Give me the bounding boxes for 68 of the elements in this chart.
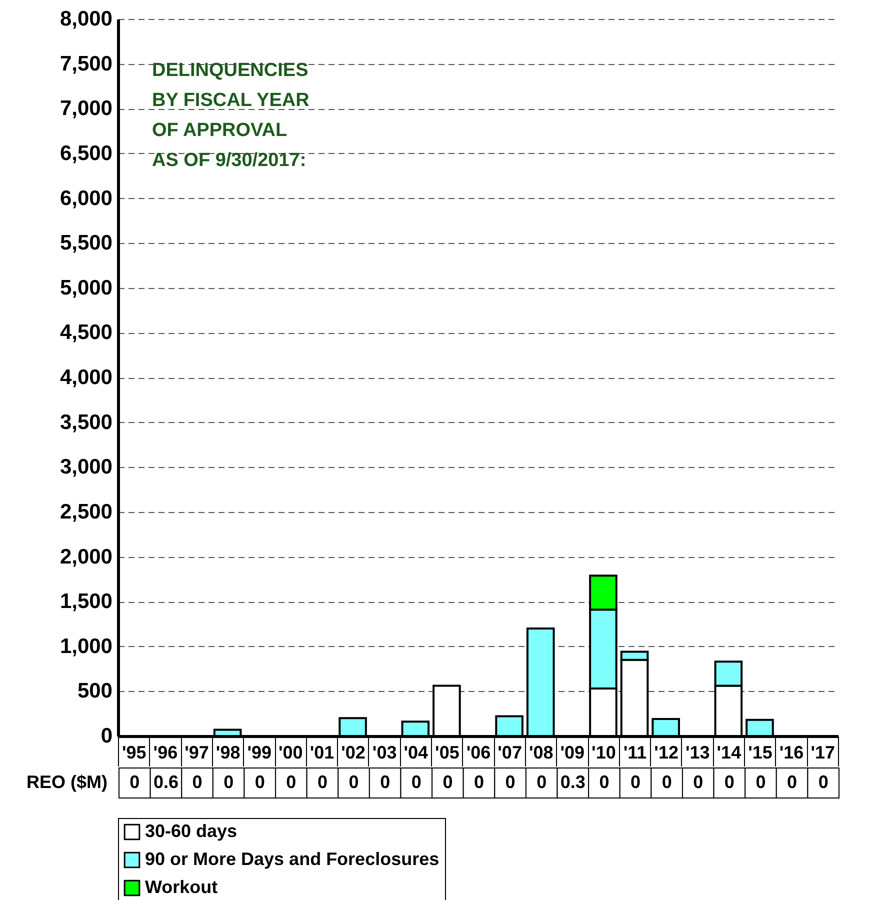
y-tick-label: 5,000 xyxy=(60,276,112,300)
y-tick-label: 1,000 xyxy=(60,634,112,658)
x-tick-label: '14 xyxy=(716,742,742,762)
data-label: 0 xyxy=(224,772,234,792)
x-tick-label: '00 xyxy=(278,742,303,762)
y-tick-label: 2,000 xyxy=(60,545,112,568)
x-tick-label: '98 xyxy=(216,742,240,762)
data-label: 0 xyxy=(536,772,547,792)
data-label: 0 xyxy=(474,772,484,792)
y-tick-label: 4,500 xyxy=(60,321,112,344)
data-label: 0 xyxy=(818,772,828,792)
y-tick-label: 6,500 xyxy=(60,142,112,165)
text: DELINQUENCIES BY FISCAL YEAR OF APPROVAL AS OF 9/30/2017: xyxy=(152,60,310,171)
data-label: 0 xyxy=(630,772,641,792)
legend-label: 90 or More Days and Foreclosures xyxy=(145,849,440,869)
x-tick-label: '97 xyxy=(184,742,209,762)
x-tick-label: '04 xyxy=(404,742,428,762)
data-label: 0 xyxy=(317,772,328,792)
data-label: 0 xyxy=(693,772,704,792)
data-label: 0 xyxy=(599,772,610,792)
data-label: 0 xyxy=(787,772,798,792)
x-tick-label: '99 xyxy=(247,742,272,762)
data-label: 0 xyxy=(348,772,359,792)
x-tick-label: '09 xyxy=(560,742,585,762)
data-label: 0 xyxy=(380,772,390,792)
data-label: 0 xyxy=(442,772,453,792)
x-tick-label: '03 xyxy=(372,742,397,762)
y-tick-label: 4,000 xyxy=(60,366,112,389)
data-label: 0 xyxy=(505,772,516,792)
data-label: 0 xyxy=(662,772,672,792)
legend-label: Workout xyxy=(145,877,218,897)
x-tick-label: '02 xyxy=(341,742,366,762)
x-tick-label: '16 xyxy=(779,742,804,762)
data-label: 0 xyxy=(756,772,766,792)
y-tick-label: 8,000 xyxy=(60,8,112,30)
data-label: 0 xyxy=(192,772,202,792)
x-tick-label: '01 xyxy=(310,742,334,762)
data-label: 0 xyxy=(724,772,734,792)
data-label: 0 xyxy=(130,772,140,792)
data-label: 0 xyxy=(254,772,265,792)
legend-label: REO ($M) xyxy=(26,772,108,792)
x-tick-label: '07 xyxy=(498,742,522,762)
x-tick-label: '06 xyxy=(466,742,491,762)
y-tick-label: 500 xyxy=(77,680,112,703)
y-tick-label: 7,500 xyxy=(60,52,112,76)
y-tick-label: 3,000 xyxy=(60,456,112,479)
x-tick-label: '17 xyxy=(810,742,836,762)
x-tick-label: '11 xyxy=(623,742,647,762)
x-tick-label: '10 xyxy=(592,742,616,762)
x-tick-label: '12 xyxy=(654,742,678,762)
data-label: 0 xyxy=(411,772,422,792)
legend-label: 30-60 days xyxy=(145,821,238,841)
y-tick-label: 2,500 xyxy=(60,500,112,524)
y-tick-label: 3,500 xyxy=(60,410,112,434)
x-tick-label: '95 xyxy=(122,742,146,762)
data-label: 0.3 xyxy=(560,772,586,792)
x-tick-label: '13 xyxy=(685,742,710,762)
y-tick-label: 7,000 xyxy=(60,97,112,120)
x-tick-label: '05 xyxy=(435,742,460,762)
x-tick-label: '15 xyxy=(748,742,772,762)
y-tick-label: 6,000 xyxy=(60,186,112,210)
data-label: 0 xyxy=(286,772,296,792)
y-tick-label: 0 xyxy=(100,724,112,748)
y-tick-label: 5,500 xyxy=(60,232,112,255)
x-tick-label: '08 xyxy=(528,742,554,762)
y-tick-label: 1,500 xyxy=(60,590,112,614)
x-tick-label: '96 xyxy=(153,742,178,762)
data-label: 0.6 xyxy=(153,772,178,792)
